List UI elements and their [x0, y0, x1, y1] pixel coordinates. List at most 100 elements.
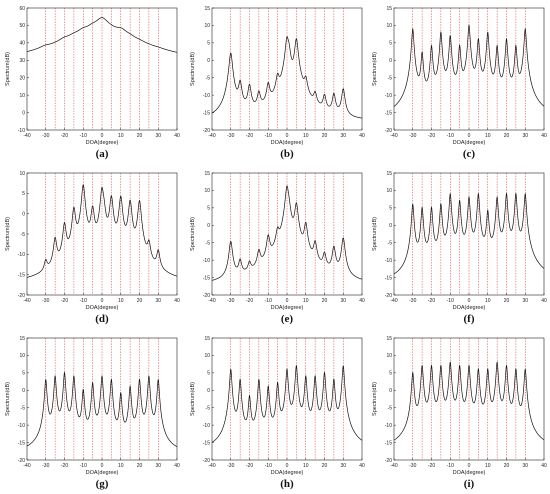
spectrum-line: [393, 192, 545, 275]
y-tick-label: 10: [386, 23, 392, 29]
x-tick-label: -20: [61, 298, 68, 304]
y-axis-label: Spectrum(dB): [372, 52, 378, 86]
y-tick-label: 0: [207, 388, 210, 394]
x-tick-label: -10: [447, 133, 454, 139]
y-tick-label: 5: [389, 206, 392, 212]
y-tick-label: 10: [204, 188, 210, 194]
y-axis-label: Spectrum(dB): [5, 382, 11, 416]
x-axis-label: DOA(degree): [271, 140, 304, 146]
x-tick-label: 30: [522, 298, 528, 304]
y-tick-label: -20: [385, 293, 392, 299]
spectrum-line: [26, 184, 178, 278]
y-tick-label: -15: [203, 440, 210, 446]
spectrum-chart-c: -40 -30 -20 -10 0 10 20 30 40 -20 -15 -10 -5 0 5 10 15 DO…: [372, 6, 547, 160]
x-tick-label: -10: [447, 463, 454, 469]
y-tick-label: -10: [385, 93, 392, 99]
x-tick-label: -20: [428, 298, 435, 304]
x-tick-label: 40: [541, 463, 547, 469]
x-tick-label: -20: [246, 463, 253, 469]
x-tick-label: 30: [340, 463, 346, 469]
x-axis-label: DOA(degree): [453, 140, 486, 146]
x-tick-label: -40: [390, 133, 397, 139]
x-tick-label: -30: [227, 463, 234, 469]
y-axis-label: Spectrum(dB): [372, 382, 378, 416]
y-axis-label: Spectrum(dB): [190, 217, 196, 251]
panel-label: (a): [96, 148, 109, 160]
y-tick-label: 5: [207, 371, 210, 377]
y-tick-label: 0: [207, 58, 210, 64]
panel-label: (i): [464, 478, 475, 490]
x-axis-label: DOA(degree): [271, 305, 304, 311]
x-tick-label: 10: [303, 298, 309, 304]
x-tick-label: -20: [428, 133, 435, 139]
y-tick-label: -20: [203, 128, 210, 134]
x-tick-label: 30: [155, 298, 161, 304]
y-tick-label: -20: [203, 293, 210, 299]
x-tick-label: -40: [23, 298, 30, 304]
x-tick-label: -20: [61, 133, 68, 139]
x-tick-label: -40: [208, 463, 215, 469]
spectrum-line: [26, 17, 178, 53]
x-tick-label: -20: [61, 463, 68, 469]
spectrum-line: [393, 24, 545, 107]
x-tick-label: 10: [303, 133, 309, 139]
y-tick-label: 5: [207, 41, 210, 47]
y-tick-label: 5: [22, 191, 25, 197]
x-tick-label: 20: [137, 463, 143, 469]
x-tick-label: 30: [340, 133, 346, 139]
x-tick-label: 0: [468, 133, 471, 139]
y-tick-label: -15: [385, 110, 392, 116]
y-tick-label: -10: [385, 258, 392, 264]
y-tick-label: -15: [18, 440, 25, 446]
x-tick-label: 0: [101, 298, 104, 304]
y-tick-label: -15: [203, 110, 210, 116]
y-tick-label: 0: [22, 388, 25, 394]
spectrum-chart-d: -40 -30 -20 -10 0 10 20 30 40-20-15-10-50510DOA(…: [5, 171, 180, 325]
x-tick-label: 20: [322, 133, 328, 139]
y-tick-label: 15: [386, 171, 392, 177]
x-tick-label: 20: [322, 298, 328, 304]
spectrum-chart-g: -40 -30 -20 -10 0 10 20 30 40 -20 -15 -10 -5 0 5 10 15 DO…: [5, 336, 180, 490]
y-tick-label: -10: [385, 423, 392, 429]
y-tick-label: 40: [19, 41, 25, 47]
x-tick-label: 40: [359, 298, 365, 304]
x-tick-label: -40: [208, 133, 215, 139]
y-tick-label: 5: [22, 371, 25, 377]
y-tick-label: 0: [389, 388, 392, 394]
y-axis-label: Spectrum(dB): [190, 382, 196, 416]
x-tick-label: 10: [485, 463, 491, 469]
x-tick-label: 10: [118, 463, 124, 469]
y-tick-label: 15: [204, 6, 210, 12]
x-tick-label: -10: [80, 133, 87, 139]
y-tick-label: -5: [388, 406, 393, 412]
y-tick-label: 0: [389, 223, 392, 229]
x-tick-label: -30: [227, 133, 234, 139]
x-tick-label: -30: [42, 298, 49, 304]
x-tick-label: -30: [409, 298, 416, 304]
y-tick-label: 15: [204, 171, 210, 177]
y-tick-label: -15: [18, 272, 25, 278]
y-tick-label: -5: [206, 241, 211, 247]
y-tick-label: -15: [203, 275, 210, 281]
y-tick-label: 10: [204, 353, 210, 359]
x-tick-label: 20: [137, 298, 143, 304]
y-tick-label: -5: [21, 232, 26, 238]
x-tick-label: 10: [118, 298, 124, 304]
x-tick-label: 20: [504, 298, 510, 304]
spectrum-line: [211, 185, 363, 281]
x-tick-label: 40: [359, 133, 365, 139]
x-tick-label: 30: [340, 298, 346, 304]
y-tick-label: -15: [385, 275, 392, 281]
x-tick-label: -20: [246, 298, 253, 304]
y-tick-label: 10: [19, 93, 25, 99]
y-tick-label: 10: [19, 353, 25, 359]
x-tick-label: 20: [137, 133, 143, 139]
x-tick-label: 30: [522, 463, 528, 469]
panel-label: (b): [280, 148, 294, 160]
spectrum-chart-h: -40 -30 -20 -10 0 10 20 30 40 -20 -15 -10 -5 0 5 10 15 DO…: [190, 336, 365, 490]
x-tick-label: 20: [322, 463, 328, 469]
y-tick-label: 0: [22, 211, 25, 217]
x-tick-label: 30: [155, 463, 161, 469]
x-axis-label: DOA(degree): [86, 470, 119, 476]
x-tick-label: -20: [246, 133, 253, 139]
